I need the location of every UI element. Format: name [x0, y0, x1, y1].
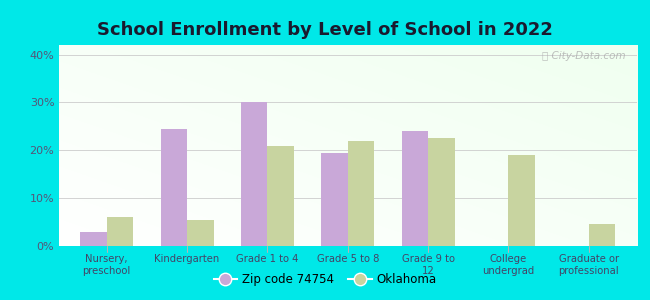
Legend: Zip code 74754, Oklahoma: Zip code 74754, Oklahoma: [209, 269, 441, 291]
Bar: [241, 102, 267, 246]
Text: ⓘ City-Data.com: ⓘ City-Data.com: [542, 51, 625, 61]
Bar: [267, 146, 294, 246]
Bar: [161, 129, 187, 246]
Bar: [80, 232, 107, 246]
Text: School Enrollment by Level of School in 2022: School Enrollment by Level of School in …: [97, 21, 553, 39]
Bar: [187, 220, 214, 246]
Bar: [348, 141, 374, 246]
Bar: [321, 153, 348, 246]
Bar: [508, 155, 535, 246]
Bar: [402, 131, 428, 246]
Bar: [107, 217, 133, 246]
Bar: [428, 138, 454, 246]
Bar: [589, 224, 616, 246]
